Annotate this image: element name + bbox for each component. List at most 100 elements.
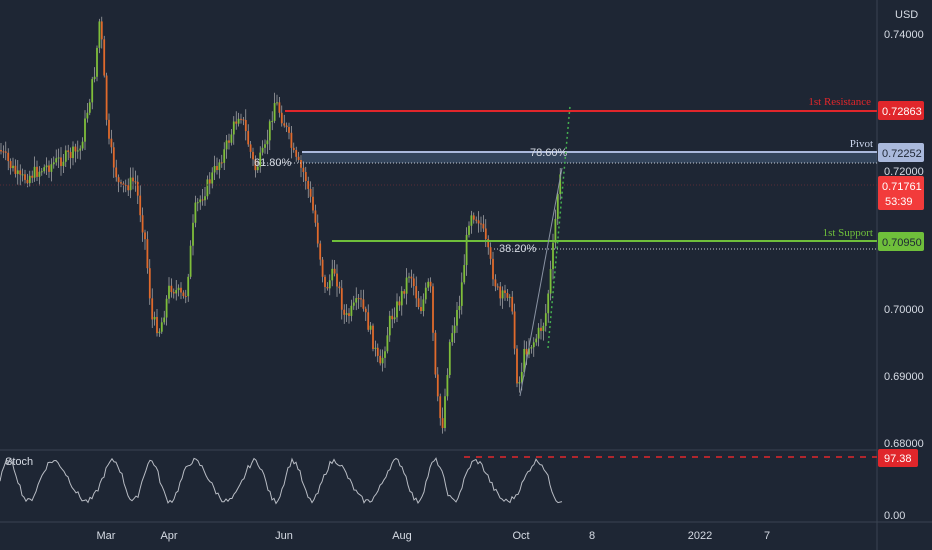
candle-body bbox=[352, 302, 355, 306]
candle-body bbox=[96, 47, 98, 77]
candle-body bbox=[470, 215, 473, 226]
candle-body bbox=[489, 247, 492, 259]
candle-body bbox=[376, 347, 379, 356]
support-tag bbox=[878, 232, 924, 251]
candle-body bbox=[156, 316, 158, 334]
candle-body bbox=[559, 174, 562, 195]
candle-body bbox=[74, 146, 77, 152]
candle-body bbox=[124, 184, 127, 186]
candle-body bbox=[372, 325, 374, 349]
candle-body bbox=[273, 102, 276, 121]
candle-body bbox=[16, 170, 19, 174]
candle-body bbox=[520, 371, 523, 383]
candle-body bbox=[506, 292, 509, 298]
candle-body bbox=[146, 239, 149, 269]
candle-body bbox=[21, 174, 24, 176]
candle-body bbox=[76, 150, 79, 152]
candle-body bbox=[153, 316, 156, 320]
candle-body bbox=[285, 125, 288, 128]
candle-body bbox=[324, 276, 326, 287]
candle-body bbox=[420, 307, 422, 312]
candle-body bbox=[208, 179, 211, 184]
candle-body bbox=[9, 161, 12, 169]
candle-body bbox=[7, 152, 10, 162]
candle-body bbox=[72, 146, 74, 159]
oscillator-value: 97.38 bbox=[884, 453, 912, 465]
candle-body bbox=[223, 149, 226, 163]
candle-body bbox=[434, 332, 437, 375]
candle-body bbox=[350, 305, 353, 316]
candle-body bbox=[38, 171, 41, 177]
candle-body bbox=[84, 118, 86, 142]
pivot-band bbox=[302, 152, 877, 163]
candle-body bbox=[139, 195, 142, 216]
candle-body bbox=[91, 79, 94, 103]
resistance-label: 1st Resistance bbox=[808, 96, 871, 108]
candle-body bbox=[40, 171, 43, 173]
candle-body bbox=[52, 162, 55, 165]
candle-body bbox=[326, 286, 329, 289]
candle-body bbox=[55, 158, 58, 163]
candle-body bbox=[456, 309, 458, 326]
candle-body bbox=[64, 150, 67, 162]
candle-body bbox=[439, 396, 442, 419]
candle-body bbox=[50, 164, 53, 172]
candle-body bbox=[288, 127, 290, 133]
candle-body bbox=[172, 292, 175, 294]
candle-body bbox=[163, 317, 166, 323]
candle-body bbox=[345, 313, 348, 315]
candle-body bbox=[444, 396, 446, 429]
candle-body bbox=[189, 245, 192, 277]
time-tick: Oct bbox=[512, 530, 529, 542]
candle-body bbox=[410, 276, 413, 279]
candle-body bbox=[316, 222, 319, 244]
candle-body bbox=[252, 151, 254, 160]
candle-body bbox=[48, 165, 50, 172]
candle-body bbox=[494, 279, 497, 287]
candle-body bbox=[276, 102, 278, 104]
candle-body bbox=[302, 167, 305, 173]
candle-body bbox=[79, 148, 82, 151]
candle-body bbox=[422, 299, 425, 312]
candle-body bbox=[304, 172, 307, 182]
candle-body bbox=[0, 150, 2, 152]
candle-body bbox=[136, 181, 139, 196]
candle-body bbox=[496, 286, 499, 288]
candle-body bbox=[232, 121, 235, 135]
candle-body bbox=[117, 177, 120, 183]
candle-body bbox=[67, 150, 70, 152]
candle-body bbox=[480, 223, 482, 225]
candle-body bbox=[386, 335, 389, 352]
oscillator-zero-tick: 0.00 bbox=[884, 510, 905, 522]
candle-body bbox=[362, 299, 365, 309]
candle-body bbox=[134, 181, 137, 183]
candle-body bbox=[194, 202, 197, 223]
candle-body bbox=[213, 166, 216, 173]
candle-body bbox=[427, 281, 430, 288]
candle-body bbox=[542, 325, 545, 331]
candle-body bbox=[343, 309, 346, 315]
candle-body bbox=[465, 234, 468, 266]
candle-body bbox=[292, 147, 295, 151]
candle-body bbox=[549, 269, 552, 294]
candle-body bbox=[196, 202, 199, 204]
candle-body bbox=[235, 121, 238, 124]
candle-body bbox=[88, 102, 91, 113]
candle-body bbox=[259, 152, 262, 167]
candle-body bbox=[532, 342, 535, 348]
candle-body bbox=[544, 313, 547, 326]
candle-body bbox=[547, 293, 550, 314]
candle-body bbox=[230, 134, 233, 143]
candle-body bbox=[177, 287, 180, 291]
candle-body bbox=[249, 144, 252, 152]
candle-body bbox=[453, 325, 456, 334]
candle-body bbox=[556, 194, 559, 219]
candle-body bbox=[458, 305, 461, 310]
candle-body bbox=[415, 286, 418, 299]
countdown-text: 53:39 bbox=[885, 196, 913, 208]
candle-body bbox=[475, 219, 478, 221]
price-tick: 0.70000 bbox=[884, 304, 924, 316]
candle-body bbox=[228, 140, 230, 143]
candle-body bbox=[374, 347, 377, 349]
